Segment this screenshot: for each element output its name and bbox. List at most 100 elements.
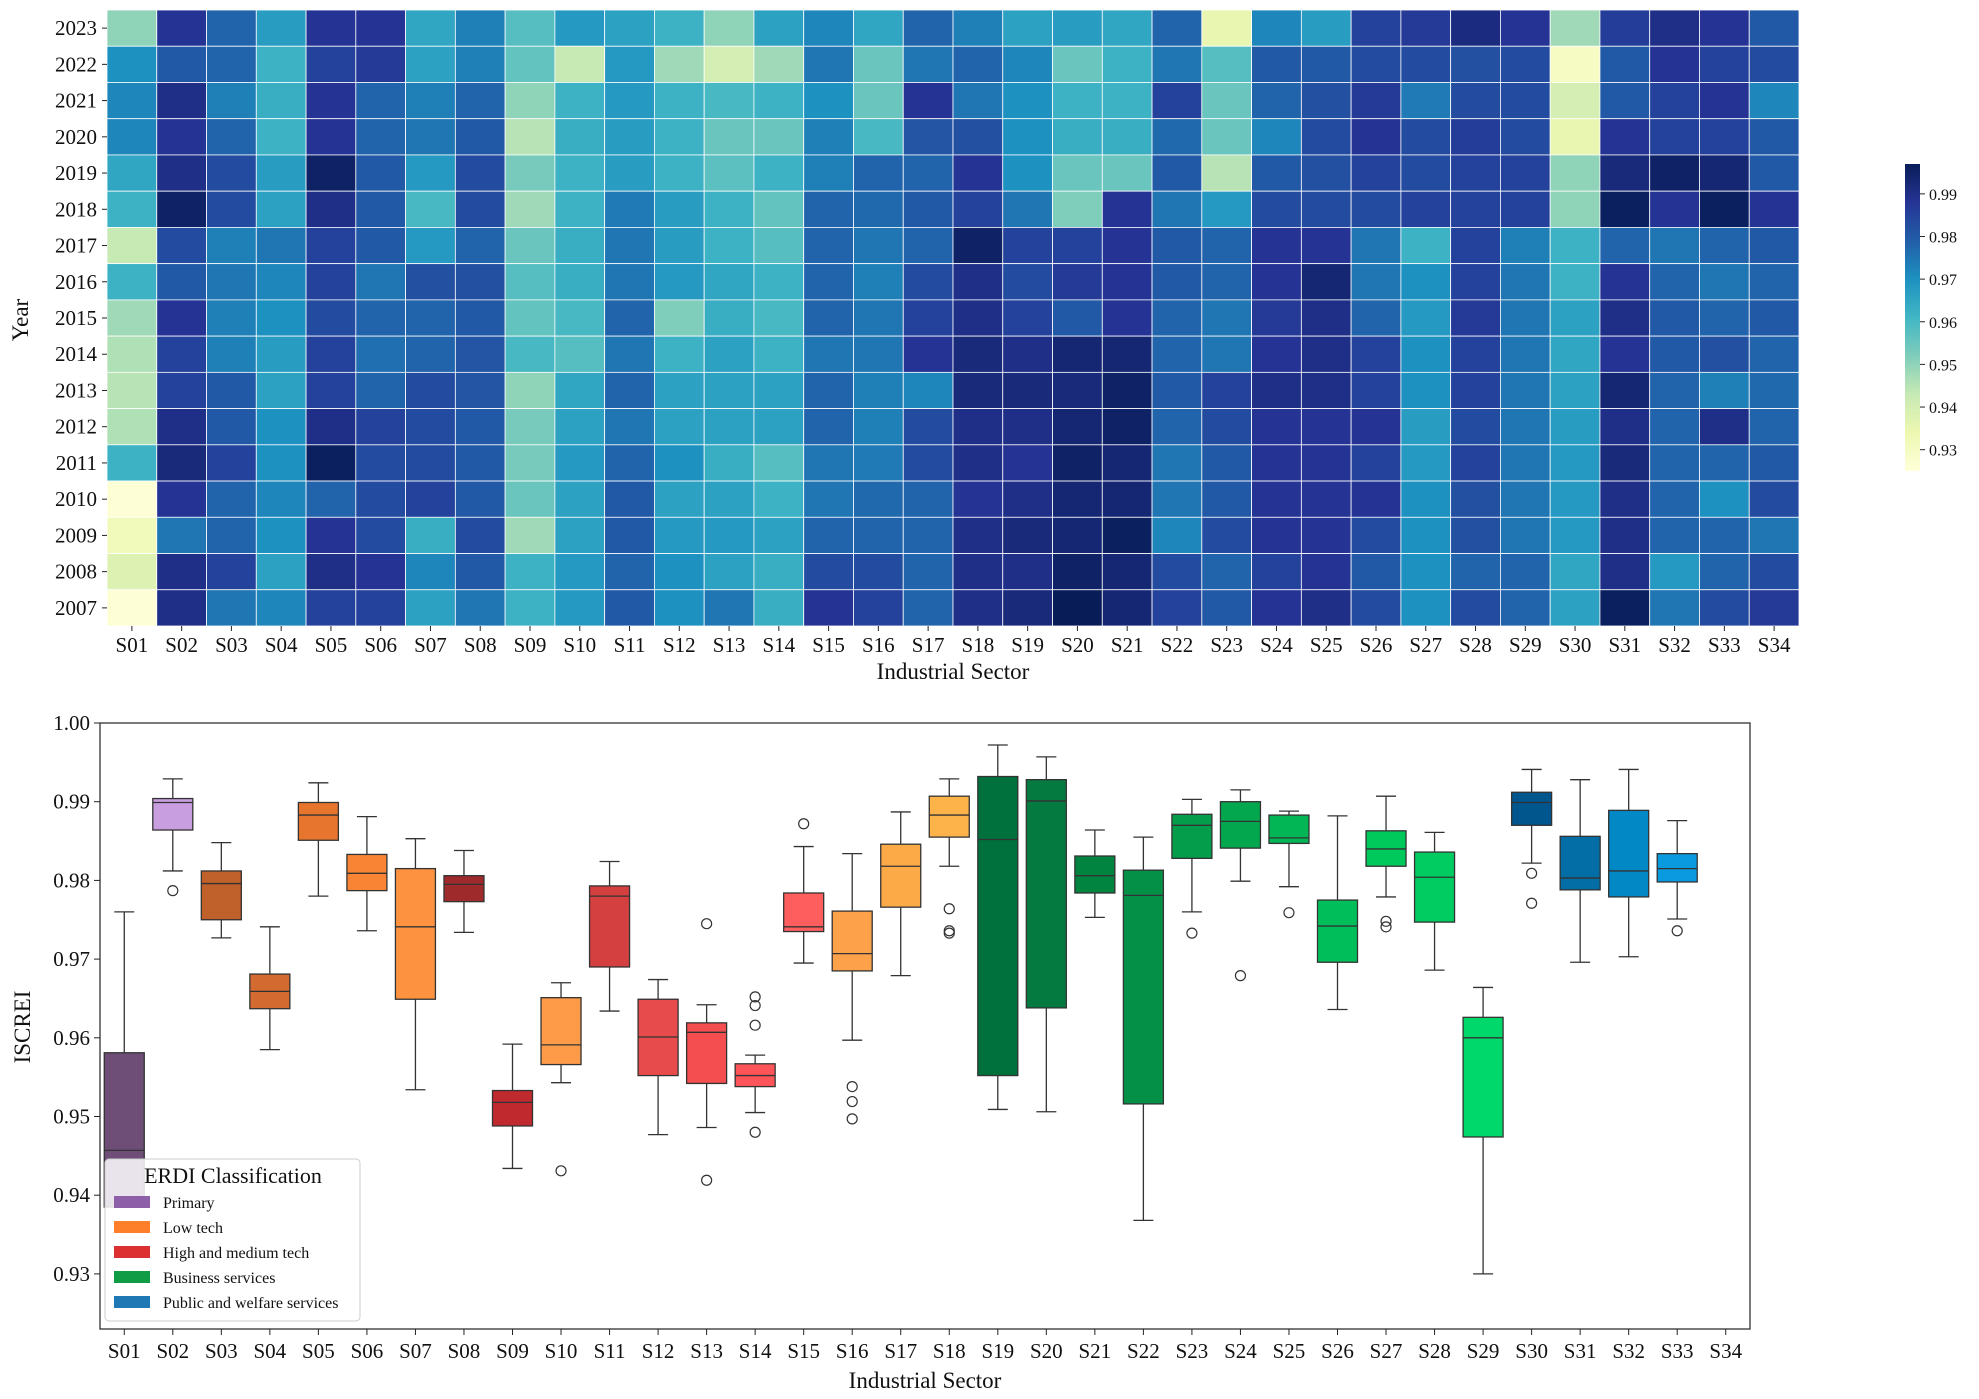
boxplot-y-tick-label: 0.95 xyxy=(53,1105,90,1129)
heatmap-cell xyxy=(1300,408,1352,446)
heatmap-cell xyxy=(1151,371,1203,409)
heatmap-cell xyxy=(504,444,556,482)
heatmap-cell xyxy=(853,553,904,591)
boxplot-y-tick-label: 0.94 xyxy=(53,1183,90,1207)
heatmap-cell xyxy=(1251,480,1302,518)
heatmap-cell xyxy=(1052,516,1103,554)
heatmap-cell xyxy=(1201,190,1252,228)
heatmap-cell xyxy=(604,553,655,591)
legend: ERDI Classification Primary Low tech Hig… xyxy=(104,1158,361,1322)
heatmap-cell xyxy=(1151,227,1203,265)
heatmap-cell xyxy=(156,444,207,482)
heatmap-x-tick-label: S09 xyxy=(514,633,547,657)
heatmap-cell xyxy=(1052,553,1103,591)
boxplot-x-tick-label: S02 xyxy=(156,1339,189,1363)
heatmap-y-tick-label: 2011 xyxy=(56,451,97,475)
heatmap-cell xyxy=(703,299,755,337)
heatmap-cell xyxy=(1699,444,1750,482)
box-iqr xyxy=(297,801,340,841)
boxplot-x-tick-label: S20 xyxy=(1030,1339,1063,1363)
heatmap-cell xyxy=(1400,118,1452,156)
heatmap-cell xyxy=(1300,263,1352,301)
heatmap-cell xyxy=(1699,299,1750,337)
heatmap-cell xyxy=(853,227,904,265)
heatmap-x-tick-label: S15 xyxy=(812,633,845,657)
heatmap-x-tick-label: S28 xyxy=(1459,633,1492,657)
heatmap-cell xyxy=(1300,190,1352,228)
box-iqr xyxy=(1122,869,1165,1105)
heatmap-cell xyxy=(952,227,1004,265)
heatmap-cell xyxy=(1748,190,1800,228)
legend-swatch-low-tech xyxy=(114,1221,150,1233)
heatmap-cell xyxy=(753,553,805,591)
heatmap-cell xyxy=(1350,9,1402,47)
legend-item: Business services xyxy=(114,1270,275,1287)
heatmap-cell xyxy=(604,45,655,83)
box-iqr xyxy=(588,885,631,968)
heatmap-cell xyxy=(803,190,854,228)
heatmap-y-tick-label: 2021 xyxy=(55,89,97,113)
box-outlier xyxy=(1186,927,1198,939)
box-iqr xyxy=(1268,814,1310,845)
heatmap-cell xyxy=(554,263,606,301)
heatmap-cell xyxy=(1350,227,1402,265)
heatmap-cell xyxy=(654,190,705,228)
heatmap-cell xyxy=(405,9,456,47)
box-s14 xyxy=(734,991,776,1138)
heatmap-cell xyxy=(355,263,406,301)
heatmap-x-tick-label: S20 xyxy=(1061,633,1094,657)
heatmap-cell xyxy=(305,154,357,192)
heatmap-cell xyxy=(753,227,805,265)
boxplot-x-tick-label: S18 xyxy=(933,1339,966,1363)
heatmap-cell xyxy=(1500,227,1551,265)
heatmap-cell xyxy=(1350,82,1402,120)
heatmap-cell xyxy=(554,589,606,627)
box-iqr xyxy=(1413,851,1456,923)
heatmap-cell xyxy=(1748,227,1800,265)
boxplot-y-tick-label: 0.93 xyxy=(53,1262,90,1286)
box-iqr xyxy=(928,795,970,838)
box-iqr xyxy=(1316,899,1359,963)
colorbar-tick-label: 0.96 xyxy=(1929,315,1957,332)
heatmap-cell xyxy=(952,335,1004,373)
heatmap-cell xyxy=(1400,444,1452,482)
heatmap-cell xyxy=(106,118,158,156)
box-outlier xyxy=(701,918,713,930)
heatmap-cell xyxy=(1699,263,1750,301)
heatmap-cell xyxy=(803,227,854,265)
heatmap-cell xyxy=(504,553,556,591)
heatmap-cell xyxy=(654,335,705,373)
heatmap-cell xyxy=(305,408,357,446)
box-outlier xyxy=(555,1165,567,1177)
boxplot-x-tick-label: S25 xyxy=(1273,1339,1306,1363)
heatmap-cell xyxy=(1101,154,1153,192)
heatmap-cell xyxy=(1748,263,1800,301)
box-outlier xyxy=(846,1080,858,1093)
heatmap-cell xyxy=(1300,118,1352,156)
heatmap-cell xyxy=(1649,553,1700,591)
box-s09 xyxy=(491,1043,534,1170)
heatmap-x-tick-label: S02 xyxy=(165,633,198,657)
heatmap-cell xyxy=(255,118,307,156)
heatmap-cell xyxy=(952,589,1004,627)
heatmap-cell xyxy=(454,227,506,265)
box-s04 xyxy=(249,926,291,1051)
heatmap-cell xyxy=(305,589,357,627)
heatmap-cell xyxy=(853,45,904,83)
heatmap-cell xyxy=(1549,9,1601,47)
heatmap-cell xyxy=(554,516,606,554)
heatmap-cell xyxy=(1350,299,1402,337)
heatmap-cell xyxy=(1002,299,1053,337)
heatmap-cell xyxy=(454,118,506,156)
heatmap-y-tick-label: 2008 xyxy=(55,560,97,584)
boxplot-x-tick-label: S22 xyxy=(1127,1339,1160,1363)
boxplot-x-tick-label: S29 xyxy=(1467,1339,1500,1363)
box-s20 xyxy=(1025,756,1067,1113)
heatmap-cell xyxy=(1350,263,1402,301)
heatmap-cell xyxy=(1450,444,1501,482)
heatmap-cell xyxy=(405,299,456,337)
legend-item: Primary xyxy=(114,1195,215,1212)
heatmap-cell xyxy=(1151,299,1203,337)
box-outlier xyxy=(943,927,955,939)
boxplot-x-tick-label: S28 xyxy=(1418,1339,1451,1363)
